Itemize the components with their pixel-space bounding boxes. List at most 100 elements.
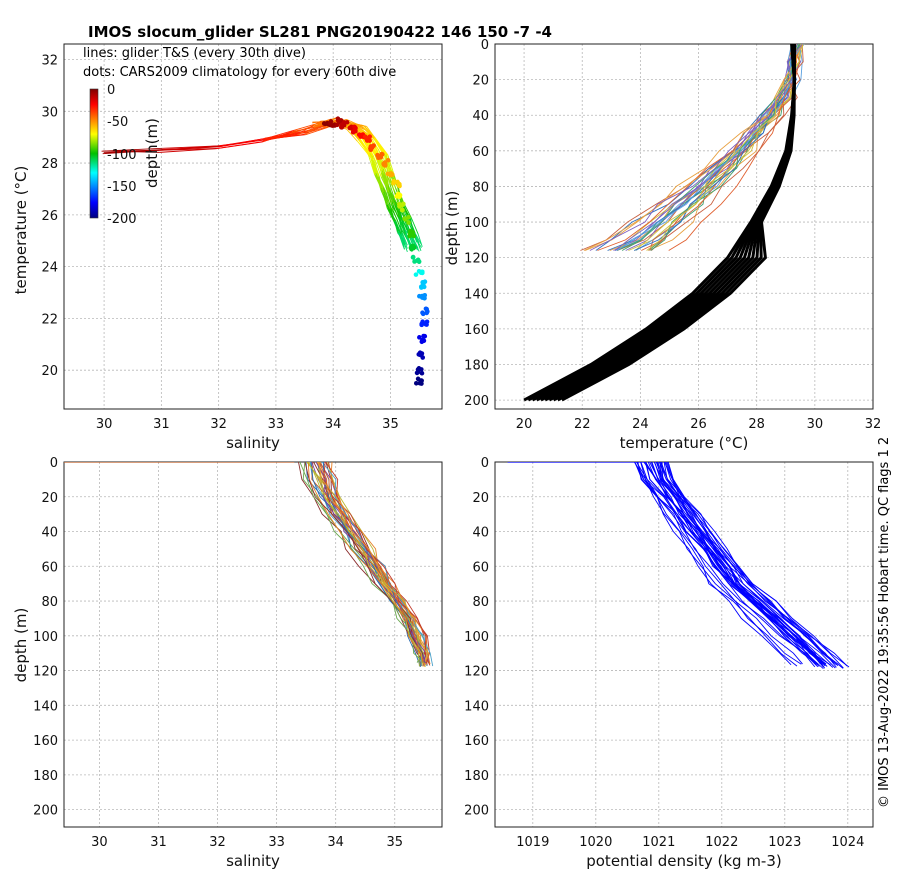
ts-climatology-dot xyxy=(382,160,388,165)
temp-glider-profile xyxy=(616,44,801,251)
dens-glider-profile xyxy=(663,462,839,666)
ts-xtick-label: 35 xyxy=(382,417,399,432)
ts-glider-line-segment xyxy=(403,203,412,218)
ts-glider-line-segment xyxy=(382,187,390,204)
temp-glider-profile xyxy=(613,44,802,251)
ts-climatology-dot xyxy=(407,233,413,239)
ts-glider-line-segment xyxy=(394,204,402,222)
ts-glider-line-segment xyxy=(216,141,263,150)
ts-glider-line-segment xyxy=(104,147,163,152)
sal_depth-xtick-label: 30 xyxy=(91,835,108,850)
temp_depth-xtick-label: 32 xyxy=(865,417,882,432)
sal-glider-profile xyxy=(319,462,429,666)
ts-climatology-dot xyxy=(423,321,429,327)
ts-glider-line-segment xyxy=(159,148,217,153)
ts-climatology-dot xyxy=(339,125,345,130)
temp_depth-xtick-label: 28 xyxy=(748,417,765,432)
ts-glider-line-segment xyxy=(389,202,394,216)
temp_depth-grid xyxy=(495,43,874,409)
ts-glider-line-segment xyxy=(218,139,266,148)
colorbar xyxy=(89,88,99,219)
ts-climatology-dot xyxy=(353,128,358,134)
sal_depth-ytick-label: 100 xyxy=(33,630,58,645)
colorbar-label: depth(m) xyxy=(143,118,161,188)
dens-glider-profile xyxy=(654,462,821,665)
ts-glider-line-segment xyxy=(162,145,220,149)
ts-glider-line-segment xyxy=(414,233,422,245)
temp-glider-profile xyxy=(651,44,804,251)
ts-glider-line-segment xyxy=(386,205,396,222)
ts-glider-line-segment xyxy=(410,216,419,235)
sal-glider-profile xyxy=(318,462,428,663)
dens-glider-profile xyxy=(655,462,826,667)
ts-glider-line-segment xyxy=(392,210,400,225)
copyright-note: © IMOS 13-Aug-2022 19:35:56 Hobart time.… xyxy=(877,437,892,808)
ts-diagram-panel: 30 31 32 33 34 35 20 22 24 26 28 30 32 salinity temper… xyxy=(12,43,443,452)
sal_depth-ytick-label: 20 xyxy=(41,491,58,506)
temp-glider-profiles xyxy=(580,44,805,251)
temp_depth-ytick-label: 100 xyxy=(464,216,489,231)
dens_depth-xtick-label: 1024 xyxy=(831,835,864,850)
sal_depth-ytick-label: 200 xyxy=(33,804,58,819)
ts-climatology-dots xyxy=(321,116,430,386)
ts-ylabel: temperature (°C) xyxy=(12,166,30,295)
ts-glider-line-segment xyxy=(385,186,392,206)
legend-note-lines: lines: glider T&S (every 30th dive) xyxy=(83,46,306,61)
colorbar-tick-0: 0 xyxy=(107,83,115,98)
dens-glider-profile xyxy=(636,462,803,665)
ts-climatology-dot xyxy=(395,193,401,199)
temp-glider-profile xyxy=(589,44,803,251)
sal_depth-xtick-label: 35 xyxy=(386,835,403,850)
temp_depth-xtick-label: 20 xyxy=(516,417,533,432)
temp_depth-ytick-label: 140 xyxy=(464,287,489,302)
salinity-depth-panel: 30 31 32 33 34 35 0 20 40 60 80 100 120 140 160 180 200 s… xyxy=(12,456,443,870)
ts-climatology-dot xyxy=(419,269,425,275)
ts-climatology-dot xyxy=(410,230,415,236)
ts-climatology-dot xyxy=(424,310,430,316)
sal-glider-profile xyxy=(319,462,428,667)
temp-glider-profile xyxy=(621,44,800,251)
ts-glider-line-segment xyxy=(102,150,160,153)
ts-climatology-dot xyxy=(419,381,424,386)
ts-glider-line-segment xyxy=(383,191,388,206)
dens-glider-profile xyxy=(657,462,836,669)
temp_depth-ytick-label: 180 xyxy=(464,358,489,373)
ts-climatology-dot xyxy=(344,119,350,125)
ts-climatology-dot xyxy=(419,370,425,376)
sal-glider-profile xyxy=(318,462,424,663)
temp-climatology-profiles xyxy=(523,44,797,402)
ts-glider-line-segment xyxy=(389,190,399,206)
dens_depth-ytick-label: 100 xyxy=(464,630,489,645)
ts-glider-line-segment xyxy=(387,185,393,203)
ts-climatology-dot xyxy=(334,122,340,128)
temp-glider-profile xyxy=(625,44,798,251)
ts-climatology-dot xyxy=(413,380,419,386)
sal-glider-profile xyxy=(307,462,425,667)
temp-glider-profile xyxy=(595,44,801,251)
dens-glider-profile xyxy=(634,462,802,665)
ts-glider-line-segment xyxy=(374,174,385,192)
temp-climatology-profile xyxy=(561,44,796,402)
ts-ytick-label: 30 xyxy=(41,105,58,120)
dens_depth-xtick-label: 1019 xyxy=(516,835,549,850)
sal_depth-xtick-label: 31 xyxy=(150,835,167,850)
ts-climatology-dot xyxy=(399,202,405,208)
sal_depth-xtick-label: 32 xyxy=(209,835,226,850)
ts-climatology-dot xyxy=(367,134,373,139)
dens_depth-frame xyxy=(494,461,874,828)
dens-glider-profile xyxy=(637,462,798,667)
ts-climatology-dot xyxy=(396,182,402,188)
temp_depth-ytick-label: 60 xyxy=(472,145,489,160)
dens_depth-xtick-label: 1020 xyxy=(579,835,612,850)
sal_depth-ytick-label: 180 xyxy=(33,769,58,784)
dens-glider-profile xyxy=(666,462,839,665)
dens_depth-xlabel: potential density (kg m-3) xyxy=(586,852,782,870)
ts-climatology-dot xyxy=(375,152,380,158)
ts-ytick-label: 32 xyxy=(41,54,58,69)
ts-climatology-dot xyxy=(410,254,416,260)
temp_depth-ytick-label: 40 xyxy=(472,109,489,124)
temp-glider-profile xyxy=(615,44,802,251)
sal_depth-ytick-label: 60 xyxy=(41,560,58,575)
ts-climatology-dot xyxy=(417,335,422,340)
dens-glider-profiles xyxy=(507,462,850,670)
